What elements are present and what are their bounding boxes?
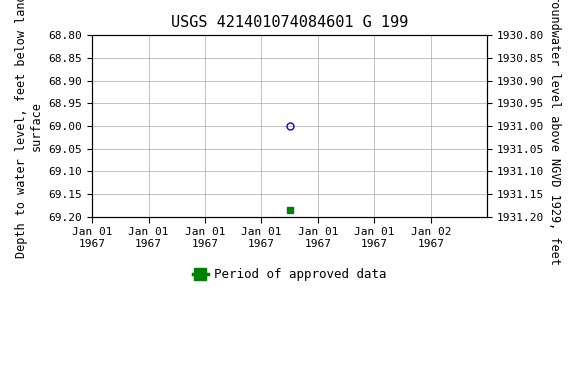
Title: USGS 421401074084601 G 199: USGS 421401074084601 G 199 <box>171 15 408 30</box>
Y-axis label: Depth to water level, feet below land
surface: Depth to water level, feet below land su… <box>15 0 43 258</box>
Legend: Period of approved data: Period of approved data <box>188 263 392 286</box>
Y-axis label: Groundwater level above NGVD 1929, feet: Groundwater level above NGVD 1929, feet <box>548 0 561 265</box>
